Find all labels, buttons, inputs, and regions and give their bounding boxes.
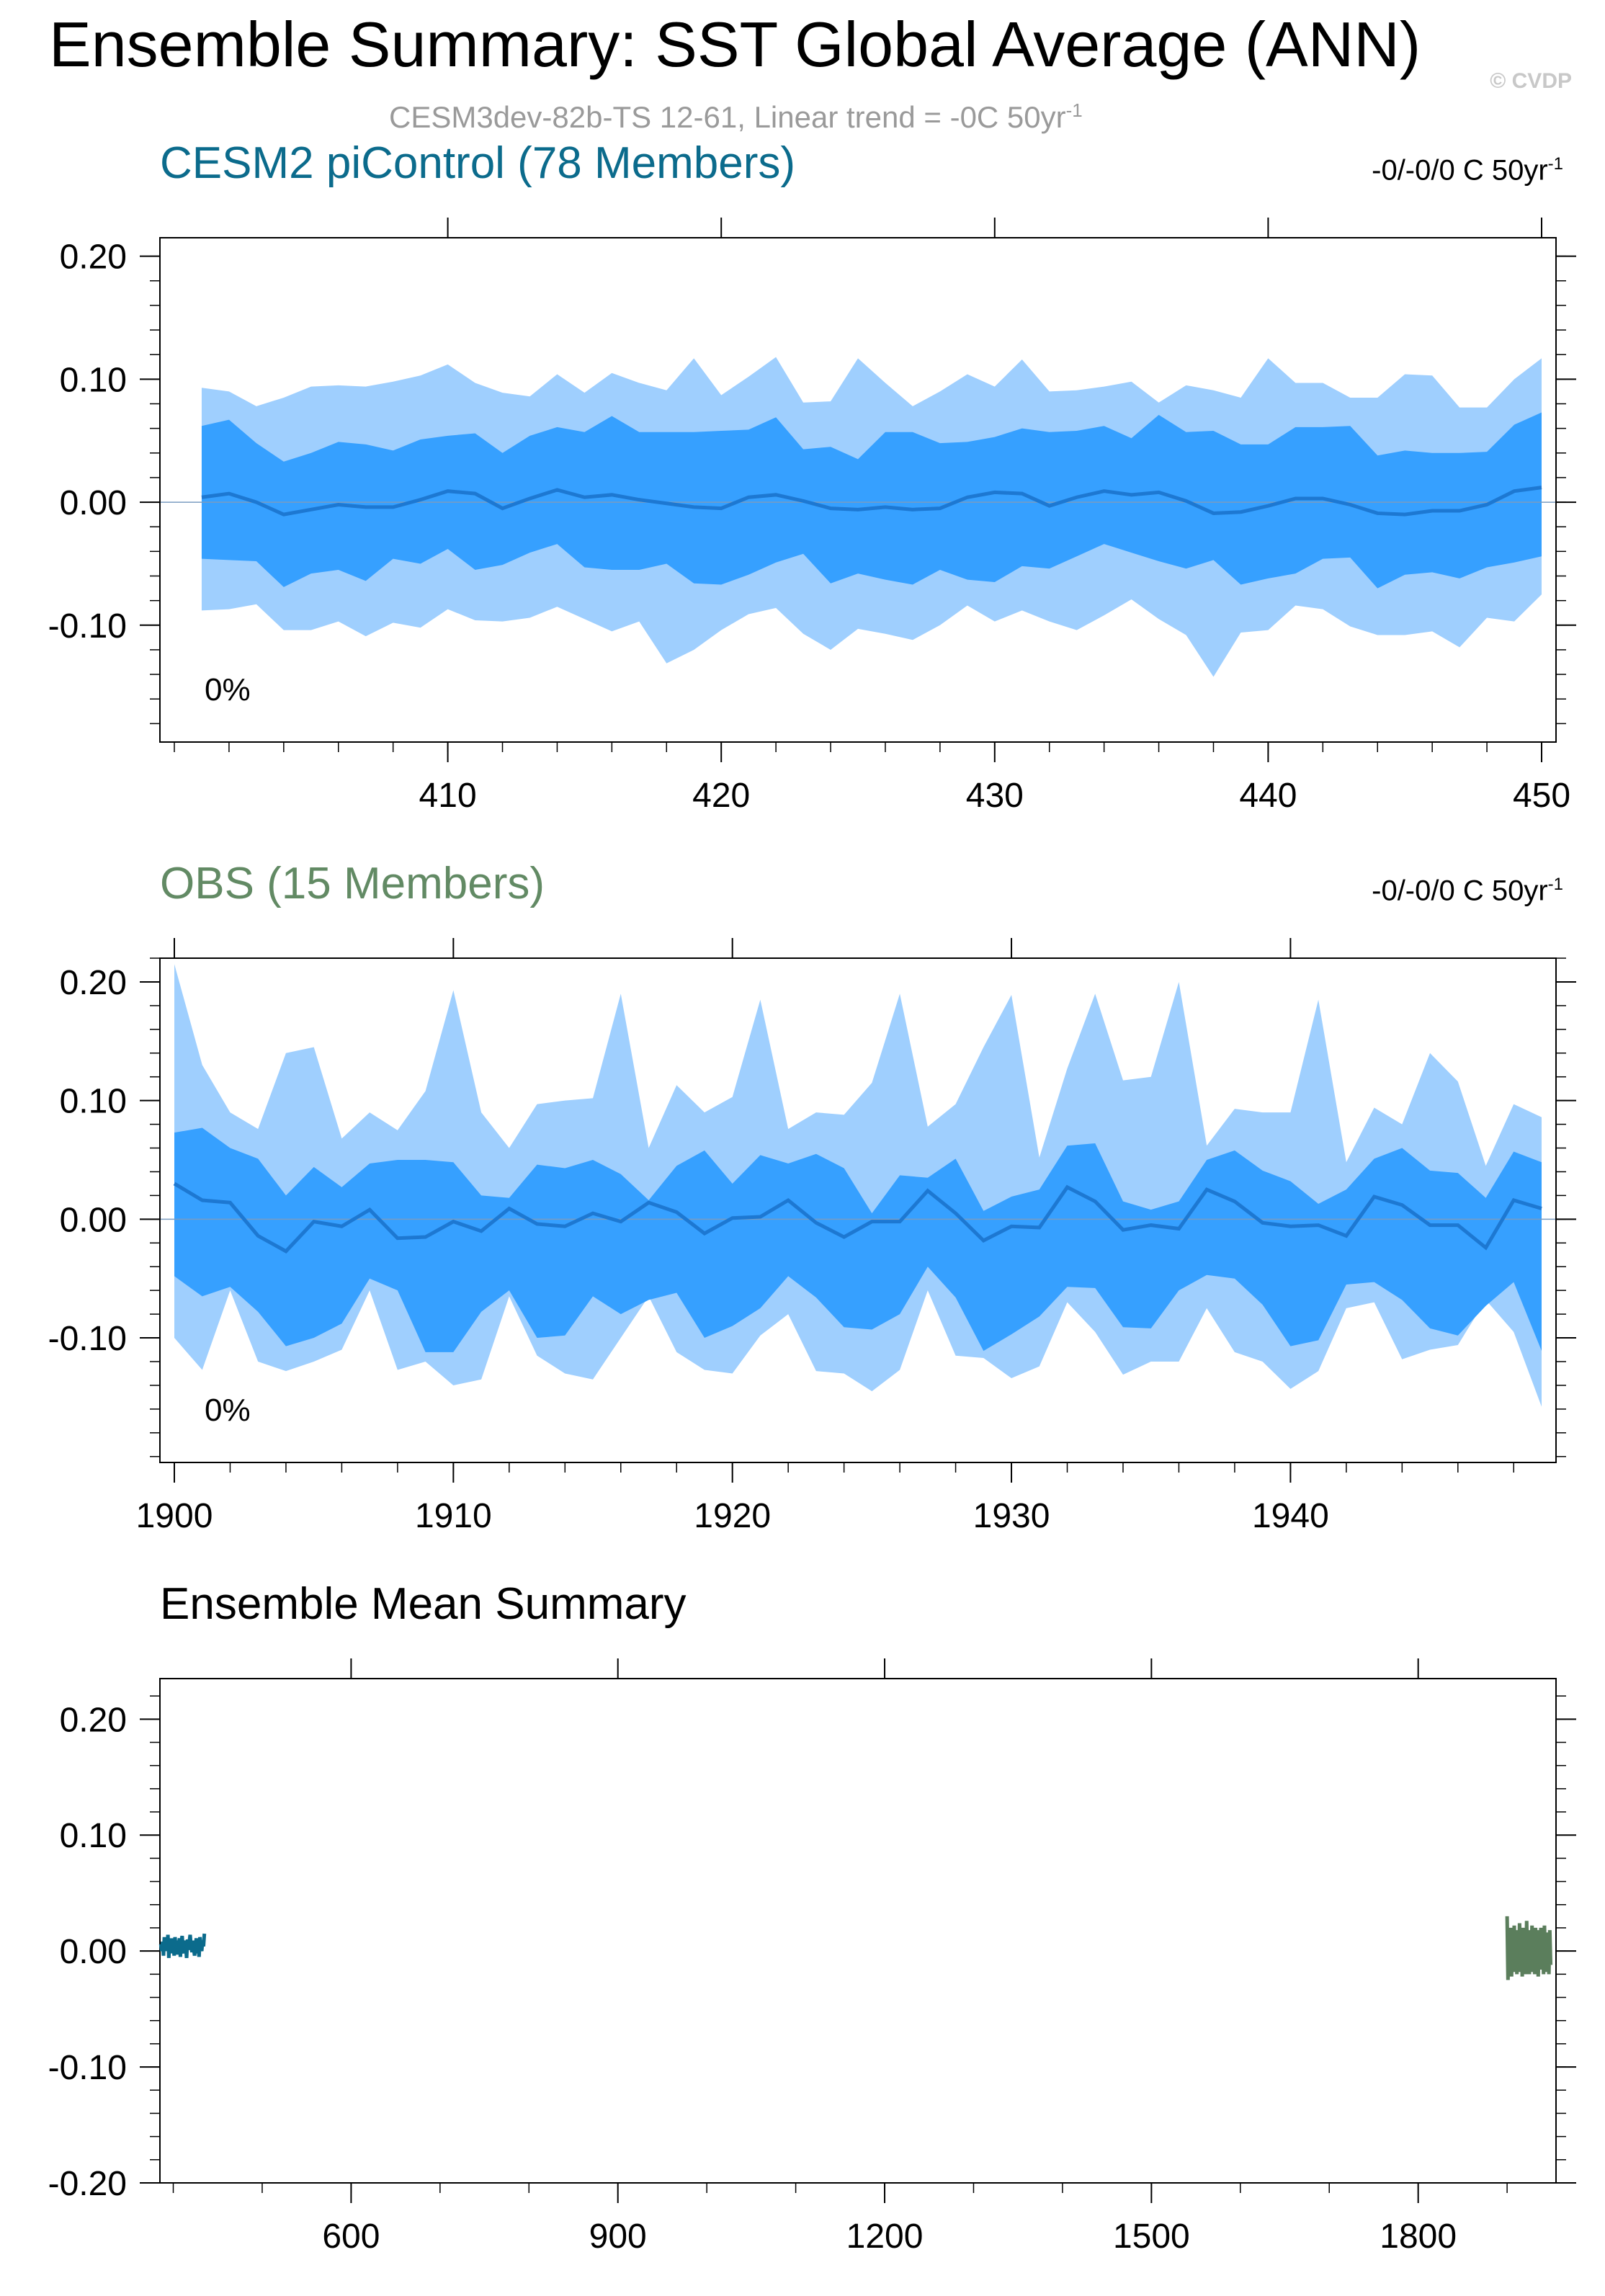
panel3-plot (158, 1678, 1557, 2184)
y-tick-label: -0.10 (48, 1320, 127, 1358)
y-tick-label: 0.00 (60, 1933, 127, 1971)
plot-frame (159, 1678, 1557, 2184)
x-tick-label: 1940 (1252, 1497, 1329, 1535)
x-tick-label: 1910 (415, 1497, 492, 1535)
x-tick-label: 1920 (694, 1497, 771, 1535)
subtitle-exponent: -1 (1065, 99, 1083, 121)
x-tick-label: 600 (322, 2217, 380, 2256)
y-tick-label: 0.10 (60, 1817, 127, 1855)
panel2-trend-exponent: -1 (1547, 875, 1563, 894)
percent-annotation: 0% (205, 1393, 251, 1428)
panel1-plot: 0% (159, 237, 1557, 743)
panel1-title: CESM2 piControl (78 Members) (160, 138, 796, 188)
x-tick-label: 410 (419, 777, 477, 815)
y-tick-label: 0.20 (60, 964, 127, 1002)
y-tick-label: 0.10 (60, 1083, 127, 1121)
x-tick-label: 1930 (973, 1497, 1050, 1535)
x-tick-label: 1500 (1113, 2217, 1190, 2256)
x-tick-label: 1900 (136, 1497, 213, 1535)
y-tick-label: 0.10 (60, 361, 127, 399)
page-subtitle: CESM3dev-82b-TS 12-61, Linear trend = -0… (389, 99, 1083, 135)
y-tick-label: -0.20 (48, 2165, 127, 2203)
y-tick-label: -0.10 (48, 607, 127, 646)
panel2-trend-text: -0/-0/0 C 50yr (1372, 875, 1548, 907)
ensemble-mean-line (173, 1181, 1542, 1254)
y-tick-label: 0.20 (60, 1701, 127, 1739)
inner-spread-band (174, 1127, 1542, 1352)
panel1-axes: -0.10 0.00 0.10 0.20 410 420 430 440 450 (48, 218, 1576, 815)
panel1-trend-text: -0/-0/0 C 50yr (1372, 154, 1548, 187)
y-tick-label: 0.00 (60, 484, 127, 522)
percent-annotation: 0% (205, 672, 251, 707)
plot-frame (159, 957, 1557, 1463)
x-tick-label: 1800 (1380, 2217, 1457, 2256)
y-tick-label: 0.00 (60, 1201, 127, 1239)
y-tick-label: 0.20 (60, 238, 127, 277)
x-tick-label: 1200 (846, 2217, 924, 2256)
model-mean-line (158, 1933, 207, 1959)
obs-mean-line (1505, 1916, 1553, 1980)
panel3-axes: -0.20 -0.10 0.00 0.10 0.20 600 900 1200 1500 1800 (48, 1658, 1576, 2256)
x-tick-label: 450 (1513, 777, 1570, 815)
panel3-title: Ensemble Mean Summary (160, 1579, 687, 1629)
x-tick-label: 420 (692, 777, 750, 815)
page-title: Ensemble Summary: SST Global Average (AN… (49, 9, 1421, 80)
panel2-title: OBS (15 Members) (160, 859, 545, 908)
inner-spread-band (201, 412, 1542, 589)
ensemble-mean-line (201, 486, 1542, 517)
x-tick-label: 440 (1239, 777, 1297, 815)
x-tick-label: 430 (966, 777, 1024, 815)
panel1-trend-exponent: -1 (1547, 154, 1563, 174)
subtitle-text: CESM3dev-82b-TS 12-61, Linear trend = -0… (389, 100, 1066, 134)
y-tick-label: -0.10 (48, 2049, 127, 2087)
panel2-plot: 0% (159, 957, 1557, 1463)
x-tick-label: 900 (589, 2217, 647, 2256)
panel2-axes: -0.10 0.00 0.10 0.20 1900 1910 1920 1930 1940 (48, 938, 1576, 1535)
panel1-trend: -0/-0/0 C 50yr-1 (1372, 154, 1563, 187)
cvdp-watermark: © CVDP (1490, 69, 1572, 93)
plot-frame (159, 237, 1557, 743)
panel2-trend: -0/-0/0 C 50yr-1 (1372, 875, 1563, 907)
